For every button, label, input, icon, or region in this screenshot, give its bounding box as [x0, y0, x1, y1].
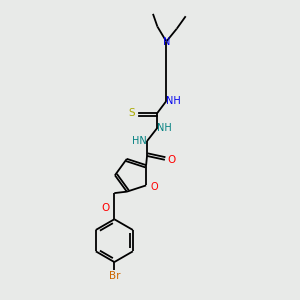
- Text: NH: NH: [167, 96, 181, 106]
- Text: NH: NH: [158, 123, 172, 133]
- Text: S: S: [129, 108, 136, 118]
- Text: O: O: [101, 203, 110, 213]
- Text: O: O: [151, 182, 158, 192]
- Text: HN: HN: [132, 136, 147, 146]
- Text: N: N: [163, 37, 170, 46]
- Text: O: O: [167, 155, 175, 165]
- Text: Br: Br: [109, 271, 120, 281]
